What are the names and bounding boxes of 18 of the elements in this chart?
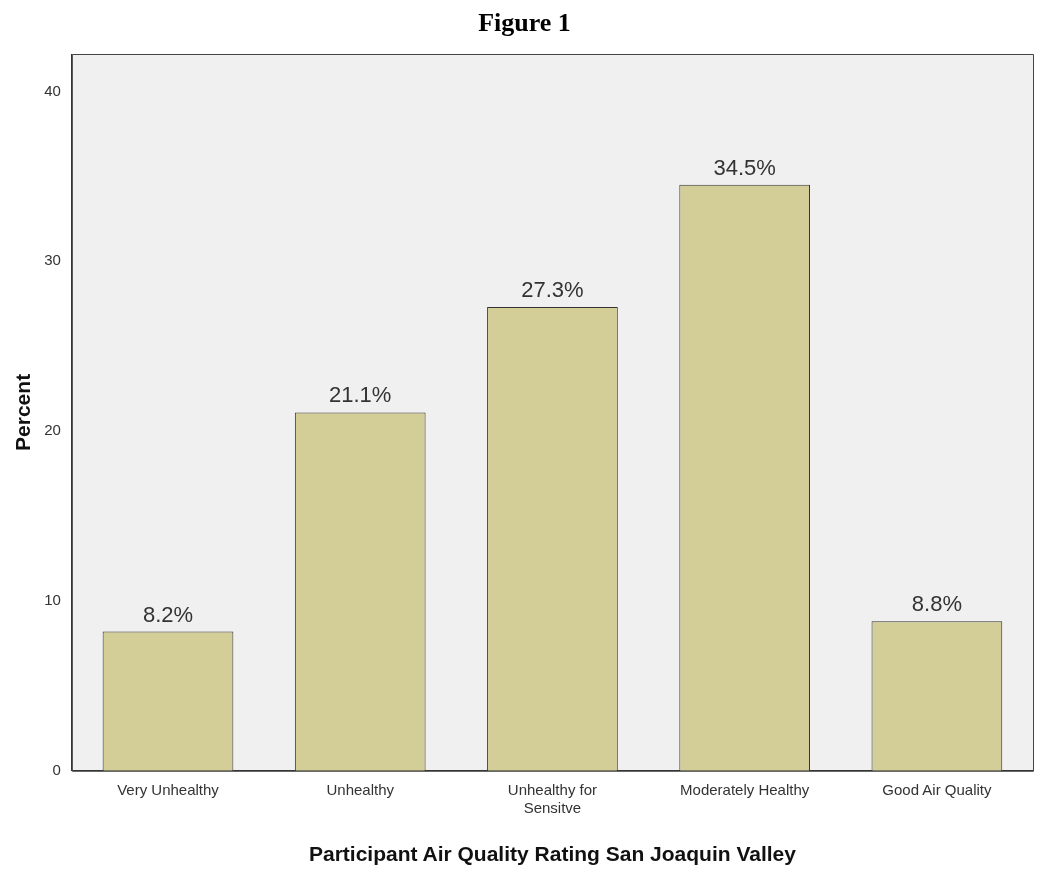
x-tick-label: Unhealthy for Sensitve [507,780,598,816]
y-tick-label: 20 [44,421,61,439]
data-label: 8.8% [911,591,962,617]
data-label: 27.3% [521,277,584,303]
x-tick-label: Moderately Healthy [680,780,810,798]
y-axis-title: Percent [11,373,35,451]
y-tick-label: 40 [44,81,61,99]
y-tick-label: 10 [44,591,61,609]
y-tick-label: 0 [52,760,61,778]
data-label: 34.5% [713,154,776,180]
data-label: 8.2% [142,601,194,627]
x-axis-title: Participant Air Quality Rating San Joaquin Valley [308,842,797,866]
x-tick-label: Very Unhealthy [117,780,220,798]
x-tick-label: Unhealthy [326,780,395,798]
x-tick-label: Good Air Quality [882,780,992,798]
data-label: 21.1% [329,382,392,408]
chart-title: Figure 1 [477,8,572,39]
y-tick-label: 30 [44,251,61,269]
